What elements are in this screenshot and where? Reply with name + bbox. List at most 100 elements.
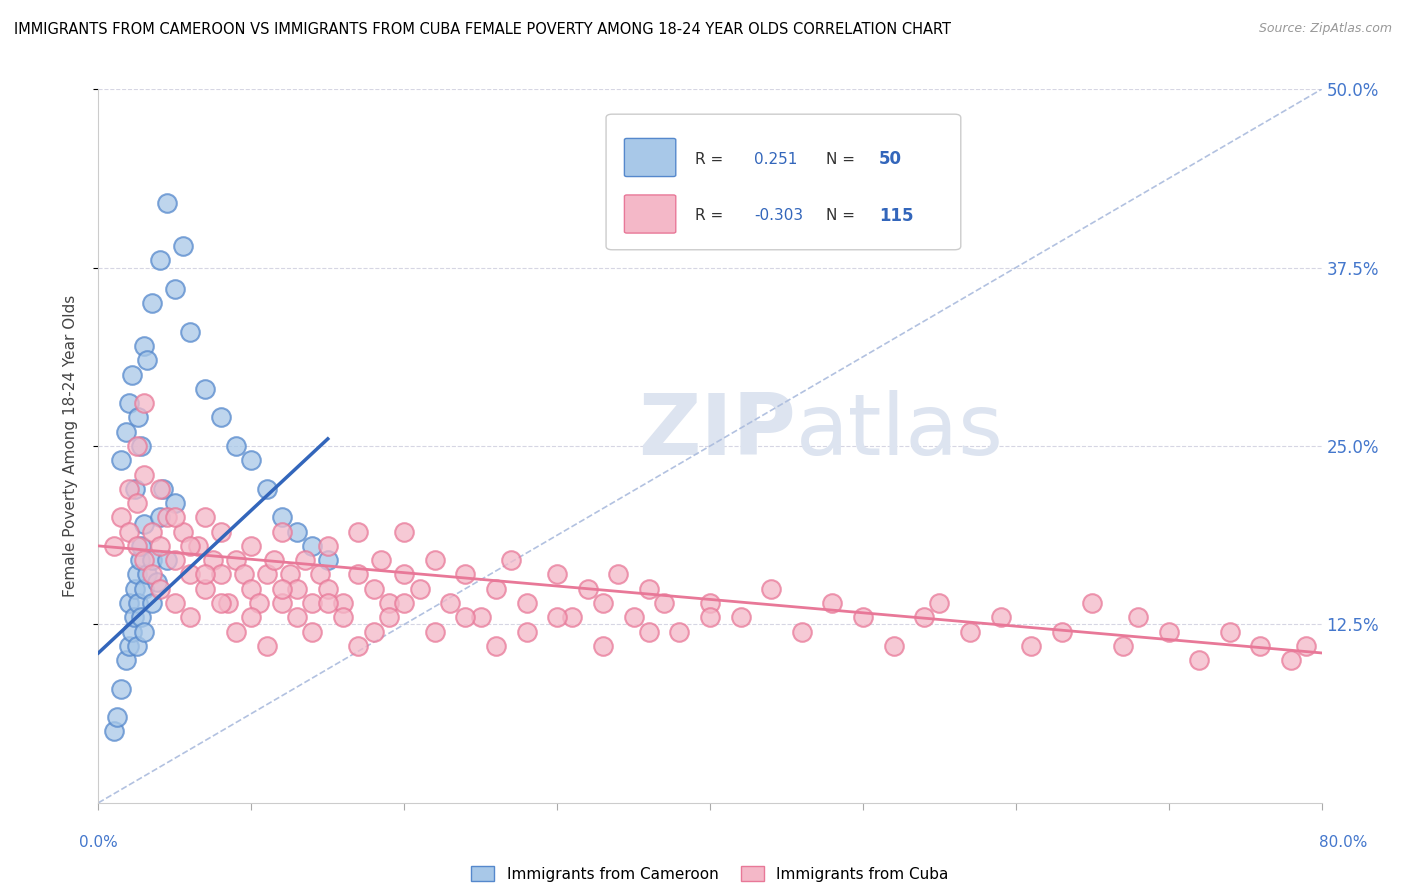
Text: 80.0%: 80.0%	[1319, 836, 1367, 850]
Point	[124, 582, 146, 596]
Point	[761, 582, 783, 596]
Point	[247, 596, 270, 610]
Point	[194, 582, 217, 596]
Text: atlas: atlas	[796, 390, 1004, 474]
Point	[1250, 639, 1272, 653]
Point	[423, 553, 446, 567]
Point	[118, 524, 141, 539]
Point	[115, 425, 138, 439]
Point	[638, 624, 661, 639]
Point	[285, 582, 308, 596]
Point	[990, 610, 1012, 624]
Point	[347, 639, 370, 653]
Point	[668, 624, 690, 639]
Y-axis label: Female Poverty Among 18-24 Year Olds: Female Poverty Among 18-24 Year Olds	[63, 295, 77, 597]
Point	[121, 368, 143, 382]
Point	[378, 596, 401, 610]
Point	[121, 624, 143, 639]
Point	[110, 453, 132, 467]
Point	[363, 624, 385, 639]
Point	[129, 539, 152, 553]
Point	[270, 524, 294, 539]
Point	[270, 510, 294, 524]
Point	[516, 596, 538, 610]
Point	[163, 596, 186, 610]
Point	[485, 639, 508, 653]
Point	[134, 553, 156, 567]
Text: N =: N =	[827, 152, 860, 167]
Point	[209, 524, 232, 539]
Point	[127, 596, 149, 610]
Point	[652, 596, 675, 610]
Text: R =: R =	[696, 152, 728, 167]
Point	[225, 553, 247, 567]
Point	[103, 724, 125, 739]
FancyBboxPatch shape	[624, 195, 676, 233]
Point	[141, 596, 163, 610]
Point	[209, 596, 232, 610]
Point	[129, 610, 152, 624]
Point	[118, 639, 141, 653]
Point	[134, 517, 156, 532]
Point	[316, 553, 339, 567]
Text: R =: R =	[696, 209, 728, 223]
Point	[454, 567, 477, 582]
Point	[332, 596, 354, 610]
Point	[546, 610, 568, 624]
Point	[270, 596, 294, 610]
Point	[470, 610, 492, 624]
Point	[202, 553, 225, 567]
Text: 50: 50	[879, 151, 901, 169]
Point	[179, 539, 201, 553]
Point	[790, 624, 813, 639]
Point	[194, 567, 217, 582]
Point	[141, 524, 163, 539]
Point	[1188, 653, 1211, 667]
Point	[134, 624, 156, 639]
Point	[124, 482, 146, 496]
Point	[883, 639, 905, 653]
Point	[172, 524, 194, 539]
Text: ZIP: ZIP	[638, 390, 796, 474]
Point	[1157, 624, 1180, 639]
Point	[1295, 639, 1317, 653]
Point	[378, 610, 401, 624]
Point	[240, 582, 263, 596]
Text: IMMIGRANTS FROM CAMEROON VS IMMIGRANTS FROM CUBA FEMALE POVERTY AMONG 18-24 YEAR: IMMIGRANTS FROM CAMEROON VS IMMIGRANTS F…	[14, 22, 950, 37]
Point	[1128, 610, 1150, 624]
Point	[309, 567, 332, 582]
Point	[163, 553, 186, 567]
Point	[125, 539, 148, 553]
Point	[125, 567, 148, 582]
Point	[134, 339, 156, 353]
Point	[149, 510, 172, 524]
Point	[163, 496, 186, 510]
Point	[576, 582, 599, 596]
Point	[187, 539, 209, 553]
Text: 0.0%: 0.0%	[79, 836, 118, 850]
Point	[546, 567, 568, 582]
Point	[256, 567, 278, 582]
Point	[240, 610, 263, 624]
Point	[301, 624, 323, 639]
Point	[1019, 639, 1042, 653]
Point	[217, 596, 239, 610]
Point	[332, 610, 354, 624]
Point	[134, 467, 156, 482]
Text: Source: ZipAtlas.com: Source: ZipAtlas.com	[1258, 22, 1392, 36]
Point	[607, 567, 630, 582]
Point	[156, 196, 179, 211]
Point	[232, 567, 254, 582]
Point	[194, 510, 217, 524]
Point	[163, 282, 186, 296]
Point	[125, 496, 148, 510]
Point	[103, 539, 125, 553]
Point	[592, 639, 614, 653]
Point	[623, 610, 645, 624]
Point	[141, 296, 163, 310]
Point	[118, 596, 141, 610]
Point	[285, 524, 308, 539]
Point	[454, 610, 477, 624]
Point	[152, 482, 174, 496]
Point	[852, 610, 875, 624]
